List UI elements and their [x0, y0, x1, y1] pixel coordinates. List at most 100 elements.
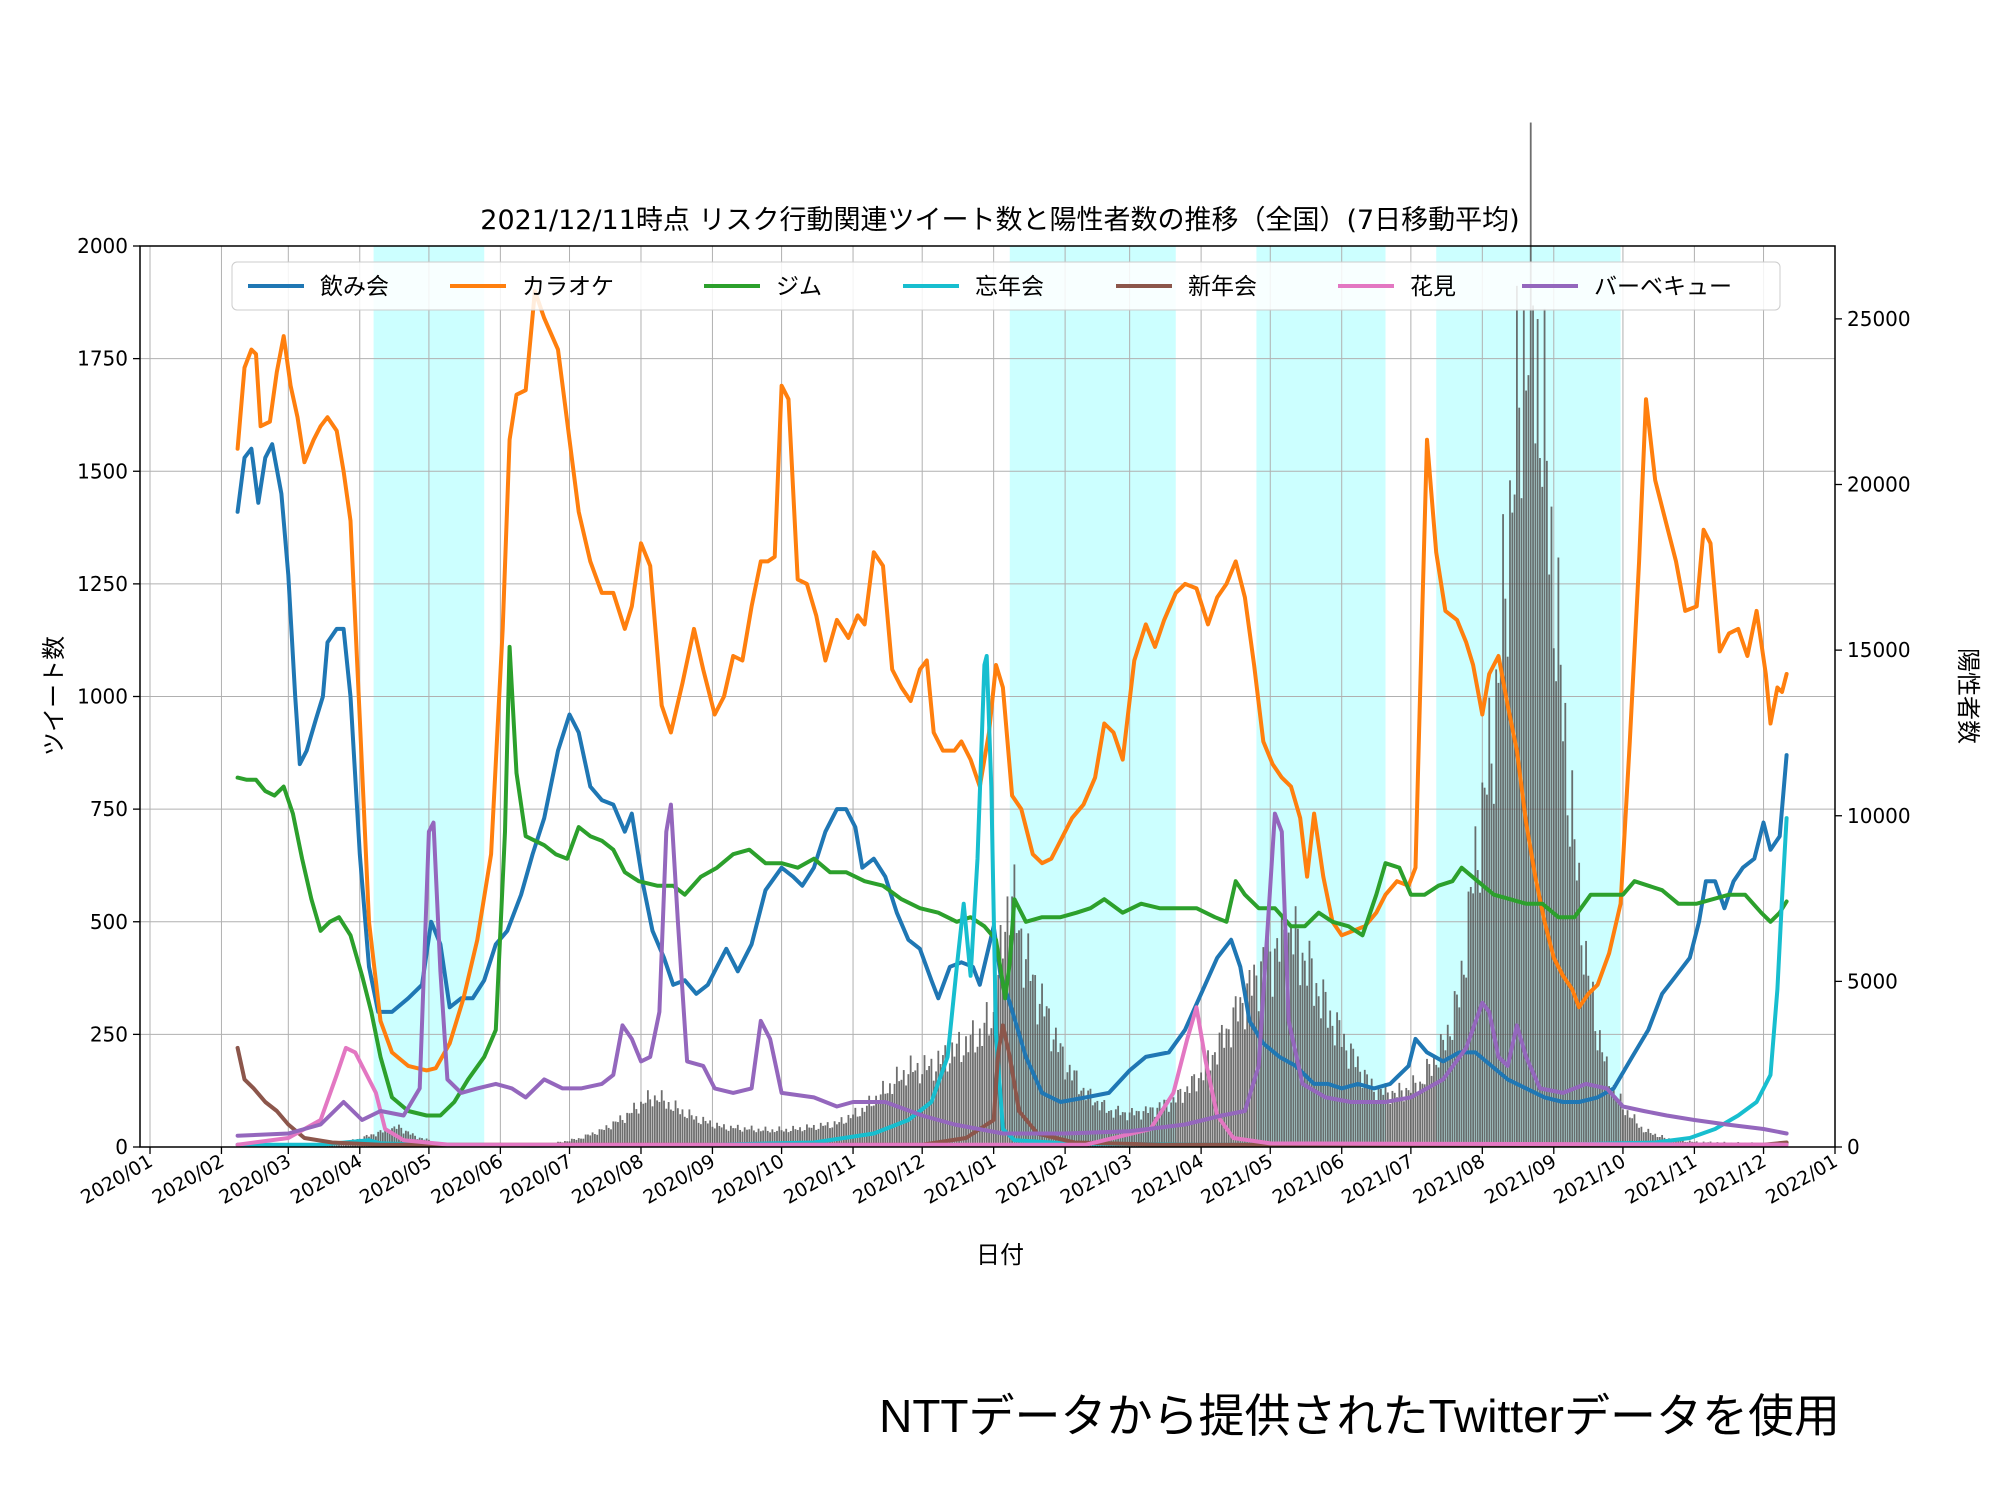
positive-cases-bar: [1499, 667, 1502, 1147]
positive-cases-bar: [1223, 1047, 1226, 1147]
positive-cases-bar: [1310, 958, 1313, 1147]
positive-cases-bar: [1633, 1114, 1636, 1147]
positive-cases-bar: [670, 1109, 672, 1147]
positive-cases-bar: [587, 1134, 589, 1147]
positive-cases-bar: [1407, 1090, 1410, 1147]
x-tick-label: 2021/01: [921, 1150, 1000, 1209]
positive-cases-bar: [1617, 1098, 1620, 1147]
positive-cases-bar: [1437, 1067, 1440, 1147]
positive-cases-bar: [1377, 1087, 1380, 1147]
positive-cases-bar: [1326, 1027, 1329, 1147]
x-tick-label: 2020/09: [640, 1150, 719, 1209]
positive-cases-bar: [623, 1122, 626, 1147]
positive-cases-bar: [1322, 979, 1325, 1147]
positive-cases-bar: [1280, 913, 1283, 1147]
positive-cases-bar: [612, 1121, 615, 1147]
positive-cases-bar: [732, 1128, 735, 1147]
x-tick-label: 2021/05: [1197, 1150, 1276, 1209]
y2-tick-label: 20000: [1847, 473, 1911, 497]
positive-cases-bar: [1195, 1091, 1198, 1147]
positive-cases-bar: [1264, 973, 1267, 1147]
positive-cases-bar: [688, 1109, 691, 1147]
positive-cases-bar: [700, 1124, 702, 1147]
x-tick-label: 2021/02: [992, 1150, 1071, 1209]
positive-cases-bar: [1635, 1123, 1638, 1147]
y-tick-label: 250: [90, 1022, 128, 1046]
positive-cases-bar: [709, 1120, 712, 1147]
positive-cases-bar: [635, 1109, 638, 1147]
positive-cases-bar: [1073, 1070, 1076, 1147]
x-tick-label: 2021/07: [1338, 1150, 1417, 1209]
positive-cases-bar: [1101, 1101, 1103, 1147]
positive-cases-bar: [762, 1130, 765, 1147]
x-tick-label: 2020/11: [780, 1150, 859, 1209]
positive-cases-bar: [386, 1130, 389, 1147]
positive-cases-bar: [942, 1055, 944, 1147]
positive-cases-bar: [1255, 975, 1258, 1147]
positive-cases-bar: [1244, 1029, 1246, 1147]
positive-cases-bar: [1389, 1103, 1392, 1147]
positive-cases-bar: [764, 1126, 767, 1147]
positive-cases-bar: [1011, 896, 1013, 1147]
positive-cases-bar: [1502, 514, 1504, 1147]
positive-cases-bar: [589, 1135, 592, 1147]
positive-cases-bar: [1048, 1008, 1050, 1147]
positive-cases-bar: [1398, 1082, 1401, 1147]
positive-cases-bar: [1315, 983, 1318, 1147]
positive-cases-bar: [340, 1143, 343, 1147]
positive-cases-bar: [1186, 1086, 1189, 1147]
positive-cases-bar: [1403, 1101, 1405, 1147]
positive-cases-bar: [801, 1131, 804, 1147]
positive-cases-bar: [693, 1119, 695, 1147]
y-tick-label: 1500: [77, 459, 128, 483]
positive-cases-bar: [905, 1085, 907, 1147]
positive-cases-bar: [799, 1127, 801, 1147]
positive-cases-bar: [1287, 932, 1290, 1147]
positive-cases-bar: [1467, 891, 1470, 1147]
positive-cases-bar: [889, 1083, 891, 1147]
positive-cases-bar: [1589, 993, 1592, 1147]
positive-cases-bar: [884, 1093, 887, 1147]
positive-cases-bar: [607, 1127, 610, 1147]
x-tick-label: 2020/02: [149, 1150, 228, 1209]
positive-cases-bar: [1246, 983, 1249, 1147]
positive-cases-bar: [1462, 974, 1465, 1147]
positive-cases-bar: [1253, 964, 1256, 1147]
positive-cases-bar: [1384, 1083, 1387, 1147]
x-axis-ticks: 2020/012020/022020/032020/042020/052020/…: [77, 1147, 1842, 1209]
positive-cases-bar: [1034, 975, 1037, 1147]
positive-cases-bar: [1188, 1093, 1191, 1147]
positive-cases-bar: [824, 1125, 827, 1147]
positive-cases-bar: [935, 1071, 937, 1147]
positive-cases-bar: [702, 1116, 705, 1147]
positive-cases-bar: [1472, 893, 1475, 1147]
positive-cases-bar: [1649, 1133, 1652, 1147]
positive-cases-bar: [741, 1131, 744, 1147]
positive-cases-bar: [1571, 770, 1574, 1147]
positive-cases-bar: [948, 1063, 951, 1147]
positive-cases-bar: [1380, 1088, 1382, 1147]
positive-cases-bar: [1114, 1109, 1117, 1147]
positive-cases-bar: [778, 1126, 781, 1147]
tweet-series-lines: [235, 289, 1789, 1148]
positive-cases-bar: [1594, 1031, 1597, 1147]
positive-cases-bar: [1430, 1075, 1433, 1147]
y2-axis-label: 陽性者数: [1954, 648, 1982, 744]
positive-cases-bar: [914, 1070, 917, 1147]
positive-cases-bar: [753, 1130, 755, 1147]
chart-title: 2021/12/11時点 リスク行動関連ツイート数と陽性者数の推移（全国）(7日…: [480, 205, 1519, 236]
positive-cases-bar: [1317, 996, 1320, 1147]
positive-cases-bar: [1435, 1064, 1438, 1147]
positive-cases-bar: [1421, 1083, 1424, 1147]
positive-cases-bar: [725, 1129, 728, 1147]
positive-cases-bar: [1283, 929, 1285, 1147]
positive-cases-bar: [1370, 1078, 1373, 1147]
positive-cases-bar: [965, 1036, 967, 1147]
positive-cases-bar: [1340, 1046, 1343, 1147]
positive-cases-bar: [852, 1114, 854, 1147]
positive-cases-bar: [794, 1129, 797, 1147]
positive-cases-bar: [1559, 664, 1562, 1147]
y-tick-label: 2000: [77, 234, 128, 258]
positive-cases-bar: [925, 1070, 928, 1147]
positive-cases-bar: [1110, 1110, 1113, 1147]
